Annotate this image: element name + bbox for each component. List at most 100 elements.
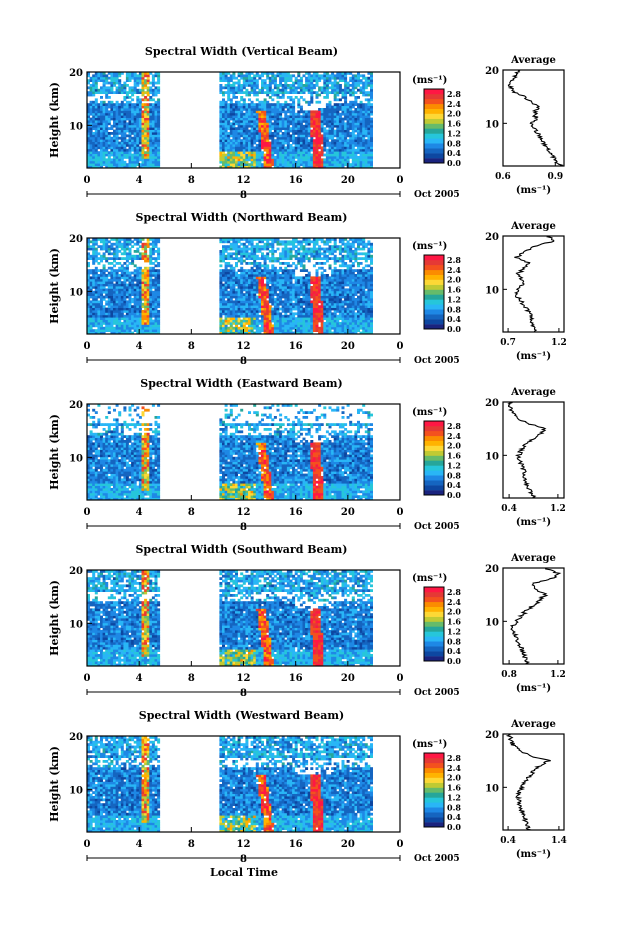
heatmap-cell: [151, 153, 155, 157]
heatmap-cell: [224, 165, 228, 169]
heatmap-cell: [235, 129, 238, 133]
heatmap-cell: [131, 307, 135, 311]
heatmap-cell: [318, 100, 322, 104]
heatmap-cell: [364, 103, 368, 106]
heatmap-cell: [131, 88, 135, 92]
heatmap-cell: [354, 158, 358, 162]
heatmap-cell: [328, 146, 332, 150]
heatmap-cell: [115, 240, 119, 244]
heatmap-cell: [144, 165, 148, 169]
heatmap-cell: [305, 117, 309, 121]
heatmap-cell: [146, 156, 150, 159]
heatmap-cell: [359, 110, 363, 114]
heatmap-cell: [97, 307, 101, 311]
heatmap-cell: [346, 144, 350, 147]
heatmap-cell: [281, 247, 285, 251]
heatmap-cell: [141, 329, 145, 332]
heatmap-cell: [224, 276, 228, 280]
heatmap-cell: [279, 79, 283, 82]
heatmap-cell: [136, 312, 140, 316]
heatmap-cell: [136, 88, 140, 92]
heatmap-cell: [113, 139, 116, 142]
heatmap-cell: [151, 269, 155, 272]
heatmap-cell: [94, 146, 98, 150]
heatmap-cell: [224, 310, 228, 313]
heatmap-cell: [297, 139, 301, 142]
heatmap-cell: [351, 127, 355, 130]
heatmap-cell: [261, 112, 264, 116]
heatmap-cell: [100, 74, 103, 78]
heatmap-cell: [141, 110, 145, 114]
heatmap-cell: [154, 158, 158, 162]
heatmap-cell: [245, 129, 249, 133]
heatmap-cell: [242, 276, 246, 280]
heatmap-cell: [279, 136, 283, 140]
heatmap-cell: [89, 322, 93, 325]
heatmap-cell: [118, 331, 122, 335]
heatmap-cell: [222, 271, 225, 275]
heatmap-cell: [273, 281, 277, 284]
heatmap-cell: [266, 165, 270, 169]
heatmap-cell: [318, 144, 322, 147]
heatmap-cell: [105, 132, 109, 135]
heatmap-cell: [219, 324, 223, 328]
heatmap-cell: [136, 278, 140, 282]
heatmap-cell: [258, 293, 262, 296]
heatmap-cell: [346, 153, 350, 157]
heatmap-cell: [250, 252, 254, 256]
heatmap-cell: [258, 331, 262, 335]
heatmap-cell: [315, 148, 319, 152]
heatmap-cell: [253, 79, 257, 82]
heatmap-cell: [146, 293, 150, 296]
heatmap-cell: [131, 283, 135, 287]
heatmap-cell: [232, 141, 236, 145]
heatmap-cell: [118, 278, 122, 282]
heatmap-cell: [237, 124, 241, 128]
heatmap-cell: [255, 269, 259, 272]
heatmap-cell: [224, 264, 228, 268]
heatmap-cell: [154, 274, 158, 277]
heatmap-cell: [253, 117, 257, 121]
heatmap-cell: [105, 148, 109, 152]
heatmap-cell: [289, 103, 293, 106]
heatmap-cell: [338, 127, 342, 130]
heatmap-cell: [294, 88, 298, 92]
heatmap-cell: [279, 129, 283, 133]
heatmap-cell: [154, 290, 158, 294]
heatmap-cell: [349, 100, 353, 104]
heatmap-cell: [146, 108, 150, 111]
heatmap-cell: [266, 240, 270, 244]
heatmap-cell: [115, 305, 119, 308]
heatmap-cell: [281, 252, 285, 256]
heatmap-cell: [323, 136, 327, 140]
heatmap-cell: [224, 302, 228, 306]
heatmap-cell: [292, 286, 296, 289]
heatmap-cell: [115, 298, 119, 301]
heatmap-cell: [120, 238, 124, 241]
colorbar-swatch: [424, 93, 444, 100]
heatmap-cell: [133, 79, 137, 82]
heatmap-cell: [268, 153, 272, 157]
heatmap-cell: [362, 108, 366, 111]
heatmap-cell: [92, 242, 96, 246]
heatmap-cell: [102, 257, 106, 260]
heatmap-cell: [286, 322, 290, 325]
heatmap-cell: [276, 257, 280, 260]
heatmap-cell: [138, 302, 142, 306]
average-title: Average: [510, 55, 556, 66]
heatmap-cell: [227, 127, 231, 130]
heatmap-cell: [344, 127, 348, 130]
heatmap-cell: [141, 112, 145, 116]
heatmap-cell: [292, 153, 296, 157]
heatmap-cell: [323, 148, 327, 152]
heatmap-cell: [89, 314, 93, 318]
heatmap-cell: [227, 88, 231, 92]
heatmap-cell: [263, 259, 267, 263]
heatmap-cell: [138, 281, 142, 284]
heatmap-cell: [102, 322, 106, 325]
heatmap-cell: [341, 72, 345, 75]
heatmap-cell: [235, 117, 238, 121]
heatmap-cell: [97, 163, 101, 166]
heatmap-cell: [248, 98, 251, 102]
heatmap-cell: [258, 153, 262, 157]
